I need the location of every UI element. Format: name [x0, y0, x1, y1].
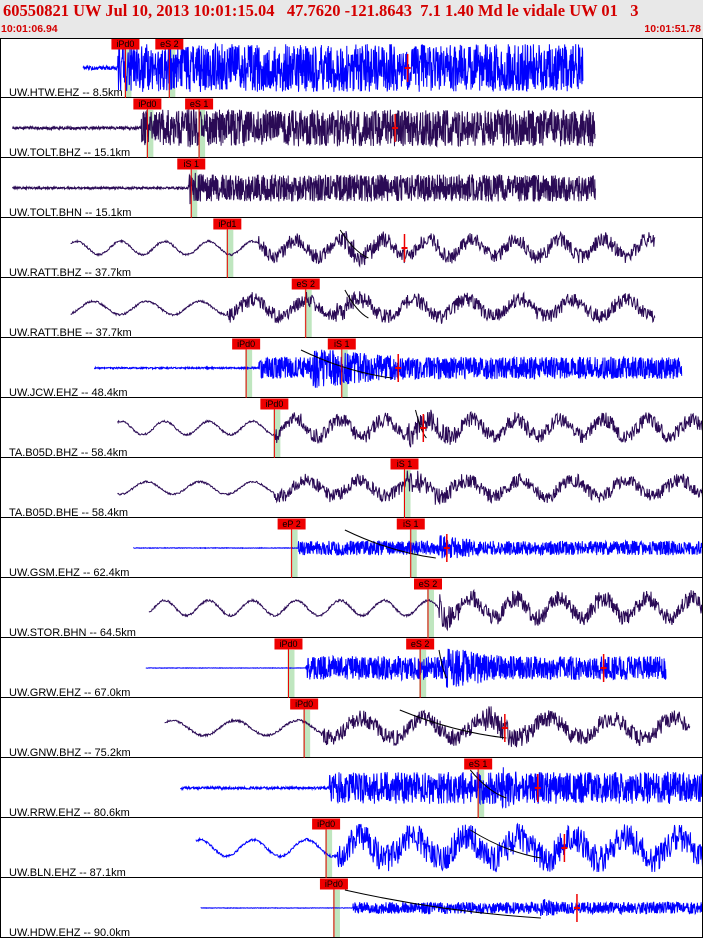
- travel-time-curve: [344, 889, 541, 919]
- pick-label-box: [290, 698, 319, 710]
- trace-uw-grw-ehz: [145, 648, 667, 688]
- record-header: 60550821 UW Jul 10, 2013 10:01:15.04 47.…: [0, 0, 703, 38]
- travel-time-curve: [469, 769, 507, 799]
- trace-ta-b05d-bhz: [117, 409, 703, 448]
- pick-label: eS 2: [419, 579, 438, 589]
- pick-band: [419, 650, 427, 698]
- pick-band: [124, 50, 132, 98]
- pick-label: iS 1: [403, 519, 419, 529]
- waveform-traces: [12, 42, 703, 917]
- trace-uw-bln-ehz: [195, 822, 703, 873]
- pick-label-box: [396, 518, 425, 530]
- trace-uw-gsm-ehz: [132, 535, 703, 559]
- travel-time-curve: [438, 649, 448, 679]
- station-label-uw-rrw-ehz: UW.RRW.EHZ -- 80.6km: [9, 807, 130, 819]
- pick-label: iPd0: [116, 39, 134, 49]
- station-label-uw-jcw-ehz: UW.JCW.EHZ -- 48.4km: [9, 387, 128, 399]
- pick-overlays: iPd0 eS 2 UW.HTW.EHZ -- 8.5km iPd0 eS 1 UW.TO…: [0, 38, 703, 938]
- trace-uw-htw-ehz: [82, 42, 584, 93]
- pick-band: [290, 530, 298, 578]
- pick-label-box: [319, 878, 348, 890]
- pick-label: iS 1: [334, 339, 350, 349]
- pick-label-box: [390, 458, 419, 470]
- pick-label-box: [327, 338, 356, 350]
- trace-uw-hdw-ehz: [200, 898, 703, 917]
- pick-label: iPd0: [237, 339, 255, 349]
- pick-label: eS 2: [411, 639, 430, 649]
- pick-label-box: [291, 278, 320, 290]
- pick-label: iPd0: [295, 699, 313, 709]
- pick-label-box: [414, 578, 443, 590]
- pick-label: iS 1: [184, 159, 200, 169]
- travel-time-curve: [344, 529, 436, 559]
- station-label-uw-hdw-ehz: UW.HDW.EHZ -- 90.0km: [9, 927, 130, 938]
- station-label-uw-grw-ehz: UW.GRW.EHZ -- 67.0km: [9, 687, 130, 699]
- station-label-uw-stor-bhn: UW.STOR.BHN -- 64.5km: [9, 627, 136, 639]
- pick-label-box: [177, 158, 206, 170]
- pick-label-box: [277, 518, 306, 530]
- pick-label: eS 2: [296, 279, 315, 289]
- trace-uw-rrw-ehz: [179, 767, 703, 810]
- pick-band: [427, 590, 435, 638]
- trace-uw-tolt-bhn: [12, 172, 596, 205]
- pick-band: [303, 710, 311, 758]
- pick-label: iPd0: [138, 99, 156, 109]
- station-label-uw-ratt-bhz: UW.RATT.BHZ -- 37.7km: [9, 267, 131, 279]
- pick-label: eS 2: [160, 39, 179, 49]
- pick-label-box: [312, 818, 341, 830]
- pick-label: iPd0: [279, 639, 297, 649]
- pick-label-box: [155, 38, 184, 50]
- pick-label: eS 1: [190, 99, 209, 109]
- end-time-label: 10:01:51.78: [644, 23, 701, 35]
- pick-band: [403, 470, 411, 518]
- trace-uw-tolt-bhz: [12, 107, 596, 148]
- pick-label-box: [406, 638, 435, 650]
- travel-time-curve: [344, 289, 369, 319]
- pick-label: iPd0: [325, 879, 343, 889]
- trace-uw-jcw-ehz: [94, 349, 683, 388]
- station-label-uw-gnw-bhz: UW.GNW.BHZ -- 75.2km: [9, 747, 131, 759]
- station-label-ta-b05d-bhz: TA.B05D.BHZ -- 58.4km: [9, 447, 127, 459]
- station-label-ta-b05d-bhe: TA.B05D.BHE -- 58.4km: [9, 507, 128, 519]
- pick-band: [332, 890, 340, 938]
- seismogram-panel: iPd0 eS 2 UW.HTW.EHZ -- 8.5km iPd0 eS 1 UW.TO…: [0, 38, 703, 938]
- pick-band: [146, 110, 154, 158]
- trace-uw-gnw-bhz: [164, 706, 691, 748]
- pick-label-box: [213, 218, 242, 230]
- station-label-uw-tolt-bhz: UW.TOLT.BHZ -- 15.1km: [9, 147, 130, 159]
- trace-uw-ratt-bhz: [70, 230, 656, 268]
- pick-label-box: [274, 638, 303, 650]
- pick-band: [304, 290, 312, 338]
- trace-uw-stor-bhn: [148, 588, 703, 632]
- pick-label-box: [111, 38, 140, 50]
- pick-label-box: [232, 338, 261, 350]
- station-label-uw-tolt-bhn: UW.TOLT.BHN -- 15.1km: [9, 207, 131, 219]
- station-label-uw-bln-ehz: UW.BLN.EHZ -- 87.1km: [9, 867, 126, 879]
- travel-time-curve: [399, 709, 507, 739]
- event-title: 60550821 UW Jul 10, 2013 10:01:15.04 47.…: [3, 1, 639, 20]
- pick-label: iPd0: [317, 819, 335, 829]
- trace-ta-b05d-bhe: [117, 470, 703, 505]
- pick-label-box: [185, 98, 214, 110]
- pick-label: iPd0: [265, 399, 283, 409]
- travel-time-curve: [339, 229, 369, 259]
- station-label-uw-htw-ehz: UW.HTW.EHZ -- 8.5km: [9, 87, 123, 99]
- pick-label-box: [133, 98, 162, 110]
- travel-time-curve: [470, 829, 541, 859]
- pick-label: iPd1: [218, 219, 236, 229]
- pick-band: [245, 350, 253, 398]
- start-time-label: 10:01:06.94: [1, 23, 58, 35]
- trace-uw-ratt-bhe: [70, 290, 656, 324]
- pick-label-box: [464, 758, 493, 770]
- pick-label-box: [260, 398, 289, 410]
- travel-time-curve: [300, 349, 392, 379]
- pick-label: eP 2: [282, 519, 300, 529]
- pick-band: [287, 650, 295, 698]
- pick-band: [325, 830, 333, 878]
- pick-label: iS 1: [397, 459, 413, 469]
- station-label-uw-ratt-bhe: UW.RATT.BHE -- 37.7km: [9, 327, 132, 339]
- pick-label: eS 1: [469, 759, 488, 769]
- station-label-uw-gsm-ehz: UW.GSM.EHZ -- 62.4km: [9, 567, 129, 579]
